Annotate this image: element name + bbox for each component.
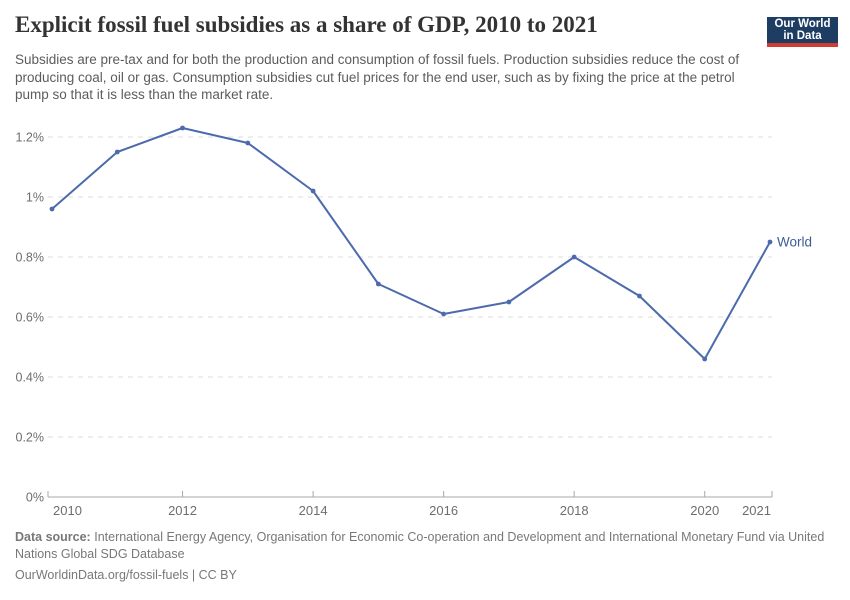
data-point-2018[interactable] [571, 254, 577, 260]
data-point-2020[interactable] [702, 356, 708, 362]
data-point-2015[interactable] [375, 281, 381, 287]
x-axis-label: 2016 [429, 503, 458, 518]
y-axis-label: 1.2% [16, 131, 45, 145]
owid-logo[interactable]: Our World in Data [767, 17, 838, 47]
x-axis-label: 2018 [560, 503, 589, 518]
x-axis-label: 2012 [168, 503, 197, 518]
data-source-label: Data source: [15, 530, 91, 544]
y-axis-label: 0% [26, 491, 44, 505]
chart-footer: Data source: International Energy Agency… [15, 529, 827, 584]
logo-line-2: in Data [783, 30, 822, 42]
y-axis-label: 0.2% [16, 431, 45, 445]
data-point-2010[interactable] [49, 206, 55, 212]
data-source-line: Data source: International Energy Agency… [15, 529, 827, 562]
license-line[interactable]: OurWorldinData.org/fossil-fuels | CC BY [15, 568, 237, 582]
x-axis-label: 2021 [742, 503, 771, 518]
series-label-world: World [777, 235, 812, 250]
data-point-2017[interactable] [506, 299, 512, 305]
data-point-2014[interactable] [310, 188, 316, 194]
data-source-text: International Energy Agency, Organisatio… [15, 530, 825, 561]
data-point-2011[interactable] [114, 149, 120, 155]
y-axis-label: 0.4% [16, 371, 45, 385]
y-axis-label: 0.8% [16, 251, 45, 265]
data-point-2013[interactable] [245, 140, 251, 146]
data-point-2021[interactable] [767, 239, 773, 245]
logo-line-1: Our World [774, 18, 831, 30]
data-point-2019[interactable] [637, 293, 642, 299]
x-axis-label: 2010 [53, 503, 82, 518]
y-axis-label: 0.6% [16, 311, 45, 325]
chart-subtitle: Subsidies are pre-tax and for both the p… [15, 52, 740, 102]
y-axis-label: 1% [26, 191, 44, 205]
x-axis-label: 2020 [690, 503, 719, 518]
page-title: Explicit fossil fuel subsidies as a shar… [15, 12, 598, 37]
data-point-2016[interactable] [441, 311, 447, 317]
world-trend-line[interactable] [51, 127, 771, 360]
data-point-2012[interactable] [180, 125, 185, 131]
x-axis-label: 2014 [299, 503, 328, 518]
